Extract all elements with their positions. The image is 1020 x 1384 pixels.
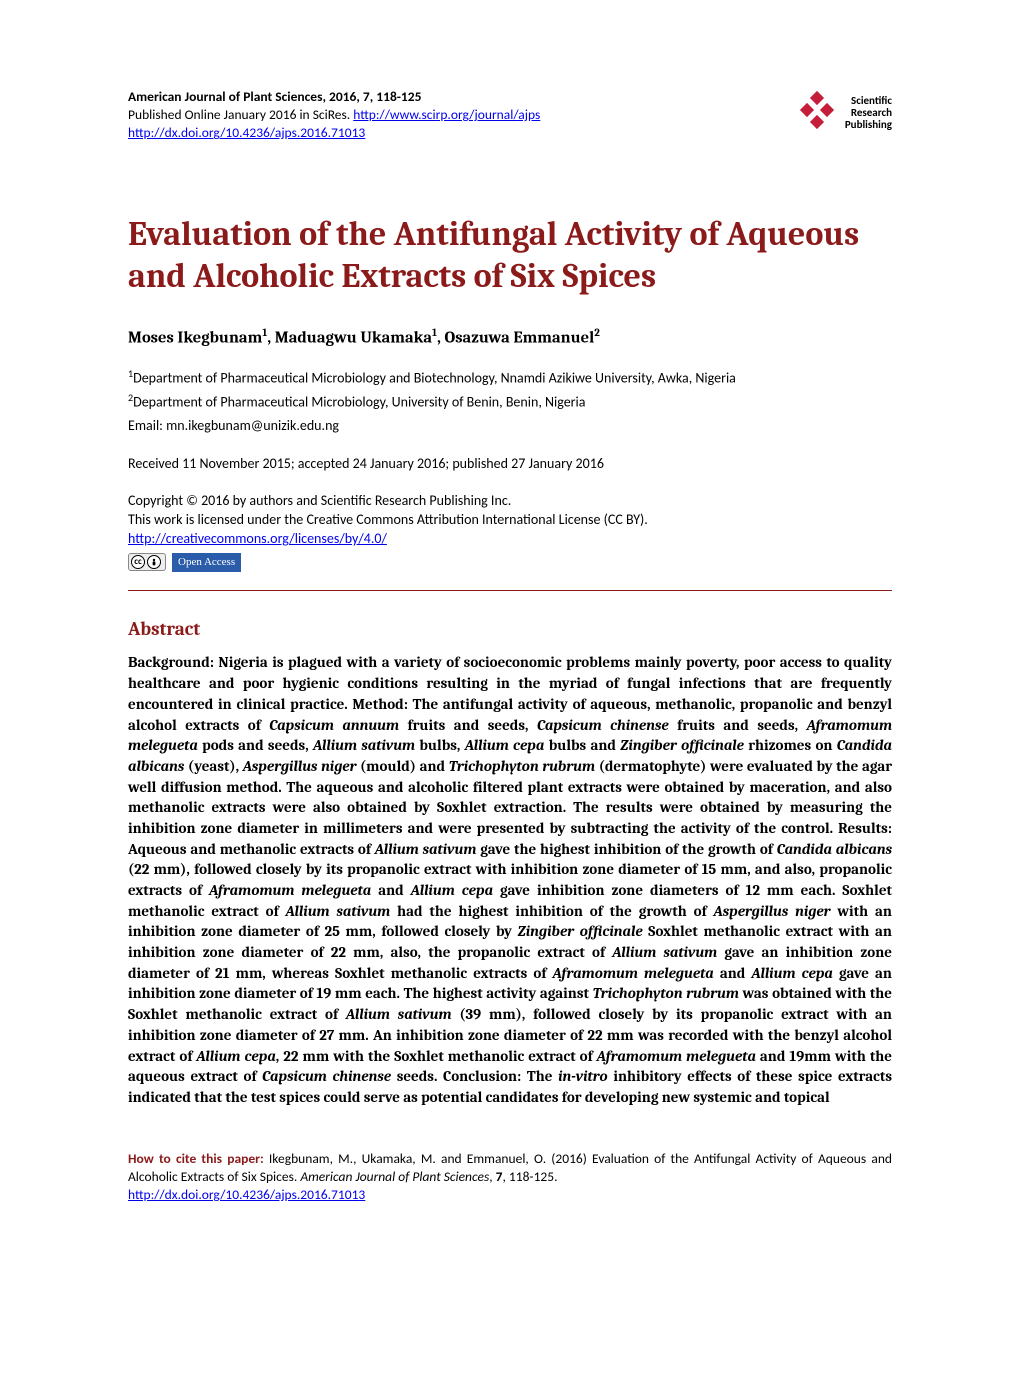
license-badges: cc Open Access	[128, 553, 892, 572]
aff2-text: Department of Pharmaceutical Microbiolog…	[133, 394, 585, 411]
cite-pages: , 118-125.	[502, 1168, 557, 1185]
journal-meta: American Journal of Plant Sciences, 2016…	[128, 88, 795, 143]
logo-line3: Publishing	[845, 119, 892, 131]
affiliation-1: 1Department of Pharmaceutical Microbiolo…	[128, 367, 892, 389]
article-title: Evaluation of the Antifungal Activity of…	[128, 213, 892, 298]
published-line: Published Online January 2016 in SciRes.…	[128, 106, 795, 124]
abstract-heading: Abstract	[128, 617, 892, 643]
aff1-text: Department of Pharmaceutical Microbiolog…	[133, 370, 736, 387]
corresponding-email: Email: mn.ikegbunam@unizik.edu.ng	[128, 417, 892, 436]
cite-doi-link[interactable]: http://dx.doi.org/10.4236/ajps.2016.7101…	[128, 1186, 365, 1203]
author-2-sup: 1	[432, 326, 437, 339]
doi-line: http://dx.doi.org/10.4236/ajps.2016.7101…	[128, 124, 795, 142]
separator-rule	[128, 590, 892, 591]
author-1: Moses Ikegbunam	[128, 328, 262, 347]
srp-diamond-icon	[795, 88, 839, 138]
journal-url-link[interactable]: http://www.scirp.org/journal/ajps	[353, 106, 540, 123]
cc-by-badge: cc	[128, 553, 166, 571]
pub-prefix: Published Online January 2016 in SciRes.	[128, 106, 353, 123]
copyright-line2: This work is licensed under the Creative…	[128, 511, 892, 530]
author-2: Maduagwu Ukamaka	[275, 328, 432, 347]
cc-icon: cc	[131, 555, 145, 569]
publisher-logo: Scientific Research Publishing	[795, 88, 892, 138]
author-3: Osazuwa Emmanuel	[445, 328, 595, 347]
cite-journal: American Journal of Plant Sciences	[300, 1168, 489, 1185]
article-dates: Received 11 November 2015; accepted 24 J…	[128, 455, 892, 474]
publisher-logo-text: Scientific Research Publishing	[845, 95, 892, 131]
copyright-line1: Copyright © 2016 by authors and Scientif…	[128, 492, 892, 511]
cite-label: How to cite this paper:	[128, 1150, 269, 1167]
by-icon	[147, 555, 161, 569]
author-list: Moses Ikegbunam1, Maduagwu Ukamaka1, Osa…	[128, 326, 892, 350]
author-3-sup: 2	[594, 326, 600, 339]
doi-link[interactable]: http://dx.doi.org/10.4236/ajps.2016.7101…	[128, 124, 365, 141]
cc-license-link[interactable]: http://creativecommons.org/licenses/by/4…	[128, 530, 387, 547]
affiliation-2: 2Department of Pharmaceutical Microbiolo…	[128, 391, 892, 413]
citation-box: How to cite this paper: Ikegbunam, M., U…	[128, 1150, 892, 1205]
abstract-body: Background: Nigeria is plagued with a va…	[128, 652, 892, 1107]
journal-line: American Journal of Plant Sciences, 2016…	[128, 88, 795, 106]
open-access-badge: Open Access	[172, 553, 241, 572]
author-1-sup: 1	[262, 326, 267, 339]
copyright-block: Copyright © 2016 by authors and Scientif…	[128, 492, 892, 549]
page-header: American Journal of Plant Sciences, 2016…	[128, 88, 892, 143]
